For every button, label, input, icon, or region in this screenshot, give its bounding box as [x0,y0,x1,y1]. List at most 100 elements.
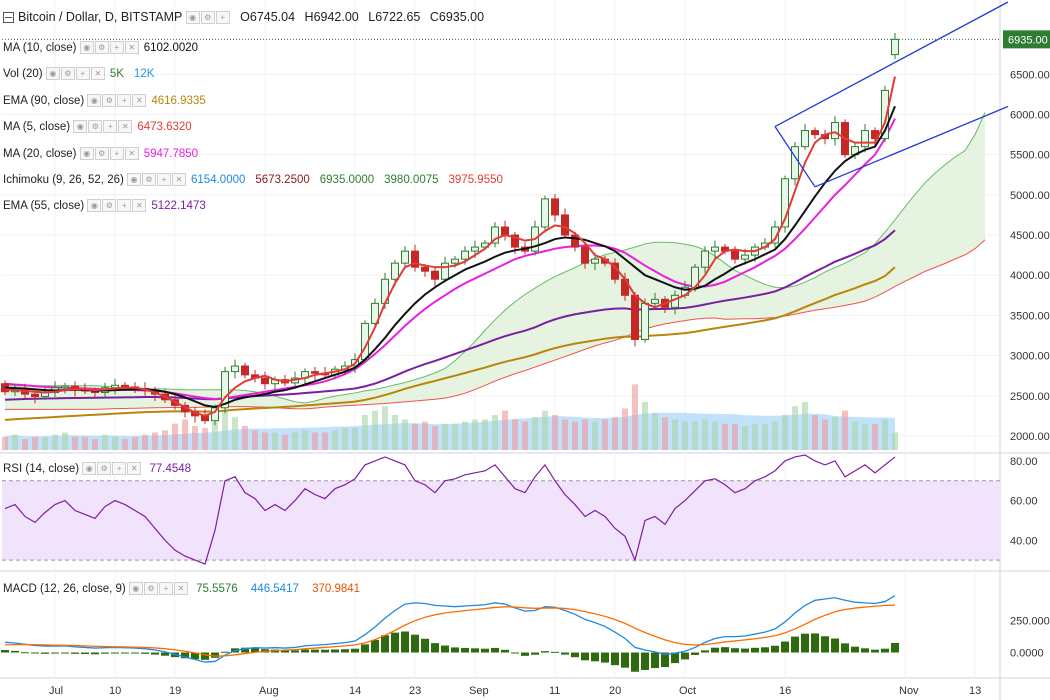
rsi-legend: RSI (14, close) ◉ ⚙ + ✕ 77.4548 [3,461,191,477]
close-icon[interactable]: ✕ [132,94,147,108]
settings-icon[interactable]: ⚙ [94,41,109,55]
x-tick-label: 19 [169,685,181,697]
settings-icon[interactable]: ⚙ [102,199,117,213]
add-icon[interactable]: + [109,147,124,161]
macd-histogram-bar [211,652,219,658]
candle [631,294,639,340]
macd-histogram-bar [181,652,189,659]
settings-icon[interactable]: ⚙ [200,11,215,25]
macd-histogram-bar [331,649,339,653]
close-icon[interactable]: ✕ [173,582,188,596]
volume-bar [212,421,218,450]
volume-bar [872,423,878,450]
macd-histogram-bar [581,652,589,661]
close-icon[interactable]: ✕ [124,41,139,55]
volume-bar [242,425,248,450]
volume-bar [572,421,578,450]
volume-bar [122,439,128,450]
macd-histogram-bar [841,643,849,653]
candle [701,250,709,268]
add-icon[interactable]: + [117,94,132,108]
close-icon[interactable]: ✕ [132,199,147,213]
volume-bar [772,421,778,450]
add-icon[interactable]: + [75,67,90,81]
volume-ma-area [5,412,895,450]
settings-icon[interactable]: ⚙ [94,147,109,161]
eye-icon[interactable]: ◉ [82,462,97,476]
add-icon[interactable]: + [215,11,230,25]
eye-icon[interactable]: ◉ [79,147,94,161]
eye-icon[interactable]: ◉ [87,94,102,108]
legend-ema55: EMA (55, close) ◉ ⚙ + ✕ 5122.1473 [3,198,206,214]
volume-bar [842,410,848,450]
volume-bar [562,419,568,450]
add-icon[interactable]: + [103,120,118,134]
macd-histogram-bar [371,639,379,653]
macd-histogram-bar [431,643,439,653]
settings-icon[interactable]: ⚙ [88,120,103,134]
volume-bar [752,423,758,450]
x-tick-label: Aug [259,685,279,697]
eye-icon[interactable]: ◉ [73,120,88,134]
volume-bar [512,419,518,450]
candle [501,226,509,236]
macd-histogram-bar [451,647,459,653]
collapse-icon[interactable] [3,12,14,24]
volume-bar [402,419,408,450]
macd-histogram-bar [861,648,869,653]
volume-bar [52,434,58,450]
candle [391,262,399,280]
volume-bar [192,425,198,450]
volume-bar [602,419,608,450]
volume-bar [692,421,698,450]
add-icon[interactable]: + [109,41,124,55]
volume-bar [682,421,688,450]
macd-histogram-bar [701,650,709,653]
close-icon[interactable]: ✕ [127,462,142,476]
macd-histogram-bar [641,652,649,670]
macd-hist-value: 75.5576 [196,583,238,595]
volume-bar [462,421,468,450]
eye-icon[interactable]: ◉ [127,173,142,187]
macd-histogram-bar [61,652,69,654]
close-icon[interactable]: ✕ [90,67,105,81]
ichimoku-span-b [5,239,986,410]
close-icon[interactable]: ✕ [124,147,139,161]
volume-bar [742,425,748,450]
price-tick-label: 5500.00 [1010,150,1050,162]
macd-histogram-bar [321,649,329,653]
add-icon[interactable]: + [157,173,172,187]
macd-histogram-bar [281,650,289,653]
macd-label: MACD (12, 26, close, 9) [3,583,126,595]
settings-icon[interactable]: ⚙ [143,582,158,596]
macd-histogram-bar [411,634,419,653]
settings-icon[interactable]: ⚙ [97,462,112,476]
volume-bar [292,432,298,450]
eye-icon[interactable]: ◉ [79,41,94,55]
candle [781,178,789,228]
macd-signal-value: 370.9841 [312,583,361,595]
eye-icon[interactable]: ◉ [185,11,200,25]
eye-icon[interactable]: ◉ [45,67,60,81]
macd-histogram-bar [461,647,469,653]
eye-icon[interactable]: ◉ [128,582,143,596]
macd-histogram-bar [301,649,309,653]
price-tick-label: 2000.00 [1010,431,1050,443]
volume-bar [822,419,828,450]
settings-icon[interactable]: ⚙ [142,173,157,187]
volume-bar [372,410,378,450]
close-icon[interactable]: ✕ [118,120,133,134]
eye-icon[interactable]: ◉ [87,199,102,213]
add-icon[interactable]: + [112,462,127,476]
macd-histogram-bar [691,652,699,655]
settings-icon[interactable]: ⚙ [60,67,75,81]
macd-histogram-bar [491,647,499,653]
add-icon[interactable]: + [158,582,173,596]
macd-histogram-bar [831,638,839,653]
volume-bar [432,425,438,450]
settings-icon[interactable]: ⚙ [102,94,117,108]
add-icon[interactable]: + [117,199,132,213]
close-icon[interactable]: ✕ [172,173,187,187]
macd-histogram-bar [711,647,719,653]
